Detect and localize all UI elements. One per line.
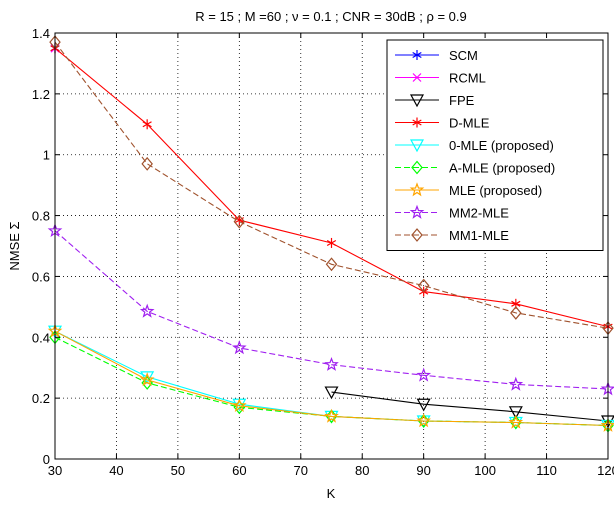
legend-marker bbox=[412, 50, 422, 60]
data-point bbox=[416, 367, 432, 382]
y-tick-label: 0.8 bbox=[32, 209, 50, 224]
x-tick-label: 40 bbox=[109, 463, 123, 478]
data-point bbox=[325, 257, 338, 272]
legend-label: 0-MLE (proposed) bbox=[449, 138, 554, 153]
y-tick-label: 1.4 bbox=[32, 26, 50, 41]
x-tick-label: 80 bbox=[355, 463, 369, 478]
y-axis-label: NMSE Σ bbox=[7, 221, 22, 270]
plot-frame bbox=[54, 32, 609, 460]
axis-ticks: 30 40 50 60 70 80 90 100 110 120 0 0.2 0.4 0.6 0.8 1 1.2… bbox=[32, 26, 614, 478]
data-point bbox=[417, 278, 430, 293]
legend-item: RCML bbox=[395, 71, 486, 86]
y-tick-label: 0.2 bbox=[32, 391, 50, 406]
legend-item: 0-MLE (proposed) bbox=[395, 138, 554, 153]
data-point bbox=[324, 357, 339, 371]
x-tick-label: 90 bbox=[416, 463, 430, 478]
data-point bbox=[142, 119, 152, 130]
legend-marker bbox=[409, 139, 425, 153]
legend-label: FPE bbox=[449, 93, 475, 108]
data-point bbox=[416, 398, 431, 412]
x-tick-label: 50 bbox=[171, 463, 185, 478]
data-point bbox=[326, 237, 337, 248]
legend-marker bbox=[409, 204, 425, 219]
series-2 bbox=[324, 386, 614, 429]
legend-item: D-MLE bbox=[395, 116, 490, 131]
data-point bbox=[141, 156, 153, 171]
x-tick-label: 110 bbox=[536, 463, 557, 478]
legend-label: MM1-MLE bbox=[449, 228, 509, 243]
legend-item: A-MLE (proposed) bbox=[395, 161, 555, 176]
legend-item: MLE (proposed) bbox=[395, 182, 542, 198]
data-point bbox=[324, 386, 339, 400]
x-tick-label: 100 bbox=[474, 463, 496, 478]
y-tick-label: 0.6 bbox=[32, 269, 50, 284]
legend-marker bbox=[412, 117, 422, 128]
series-layer bbox=[47, 35, 614, 433]
y-tick-label: 1.2 bbox=[32, 87, 50, 102]
data-point bbox=[139, 372, 155, 387]
y-tick-label: 0 bbox=[43, 452, 50, 467]
data-point bbox=[231, 398, 247, 412]
legend-label: RCML bbox=[449, 71, 486, 86]
legend-label: D-MLE bbox=[449, 116, 490, 131]
legend: SCM RCML FPE D-MLE 0-MLE (proposed) A-MLE (pr… bbox=[386, 39, 604, 251]
data-point bbox=[508, 376, 524, 391]
legend-marker bbox=[411, 228, 423, 242]
legend-marker bbox=[411, 160, 423, 175]
legend-marker bbox=[409, 182, 425, 197]
legend-label: A-MLE (proposed) bbox=[449, 161, 555, 176]
legend-marker bbox=[412, 73, 422, 82]
legend-item: MM2-MLE bbox=[395, 204, 509, 221]
legend-marker bbox=[409, 94, 425, 108]
chart-title: R = 15 ; M =60 ; ν = 0.1 ; CNR = 30dB ; … bbox=[195, 9, 467, 24]
series-line bbox=[331, 391, 609, 422]
x-tick-label: 30 bbox=[48, 463, 62, 478]
x-tick-label: 120 bbox=[597, 463, 614, 478]
x-axis-label: K bbox=[327, 486, 336, 501]
legend-label: MLE (proposed) bbox=[449, 183, 542, 198]
legend-label: SCM bbox=[449, 48, 478, 63]
data-point bbox=[233, 214, 246, 229]
legend-item: MM1-MLE bbox=[395, 228, 509, 243]
legend-item: SCM bbox=[395, 48, 478, 63]
series-line bbox=[54, 41, 609, 329]
x-tick-label: 70 bbox=[294, 463, 308, 478]
data-point bbox=[231, 340, 247, 355]
series-8 bbox=[49, 35, 614, 336]
data-point bbox=[324, 408, 339, 423]
series-line bbox=[54, 230, 609, 390]
series-line bbox=[54, 330, 609, 427]
y-tick-label: 1 bbox=[43, 148, 50, 163]
x-tick-label: 60 bbox=[232, 463, 246, 478]
legend-item: FPE bbox=[395, 93, 475, 108]
data-point bbox=[508, 414, 524, 429]
legend-label: MM2-MLE bbox=[449, 206, 509, 221]
data-point bbox=[510, 306, 522, 320]
data-point bbox=[139, 303, 155, 318]
data-point bbox=[416, 413, 432, 428]
y-tick-label: 0.4 bbox=[32, 330, 50, 345]
data-point bbox=[508, 406, 523, 420]
